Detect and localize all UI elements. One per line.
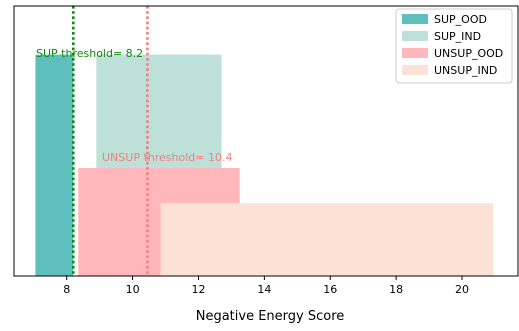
plot-frame [13, 5, 519, 277]
legend-label-unsup-ood: UNSUP_OOD [434, 47, 503, 60]
bar-sup-ood [35, 54, 74, 276]
legend-swatch-unsup-ind [402, 65, 428, 75]
x-tick-label: 14 [257, 283, 271, 296]
legend: SUP_OOD SUP_IND UNSUP_OOD UNSUP_IND [395, 8, 513, 84]
x-tick-label: 8 [63, 283, 70, 296]
x-tick-label: 12 [191, 283, 205, 296]
bar-unsup-ind [160, 203, 494, 276]
x-tick-label: 18 [389, 283, 403, 296]
bars-layer [35, 54, 494, 276]
legend-swatch-sup-ood [402, 14, 428, 24]
axes-layer: 8 10 12 14 16 18 20 Negative Energy Score [13, 5, 519, 324]
x-tick-label: 16 [323, 283, 337, 296]
legend-label-sup-ood: SUP_OOD [434, 13, 487, 26]
threshold-layer: SUP threshold= 8.2 UNSUP threshold= 10.4 [36, 6, 232, 276]
legend-label-unsup-ind: UNSUP_IND [434, 64, 497, 77]
legend-swatch-sup-ind [402, 31, 428, 41]
legend-label-sup-ind: SUP_IND [434, 30, 481, 43]
legend-box [395, 8, 513, 84]
legend-swatch-unsup-ood [402, 48, 428, 58]
x-axis-label: Negative Energy Score [196, 309, 345, 324]
x-tick-label: 20 [455, 283, 469, 296]
threshold-label-unsup: UNSUP threshold= 10.4 [102, 151, 232, 164]
x-tick-label: 10 [126, 283, 140, 296]
threshold-label-sup: SUP threshold= 8.2 [36, 47, 143, 60]
